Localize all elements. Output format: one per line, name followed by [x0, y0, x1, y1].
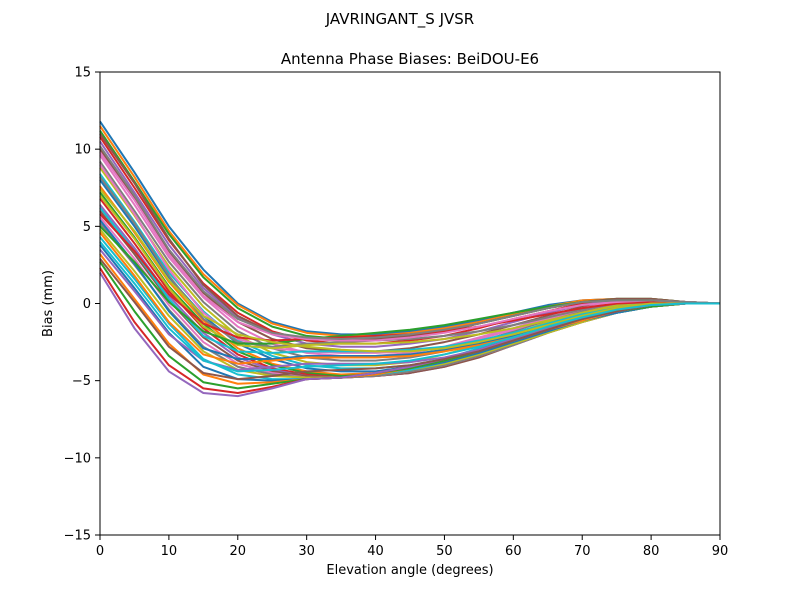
x-axis: 0 10 20 30 40 50 60 70 80 90	[96, 535, 728, 559]
x-tick-label: 20	[230, 544, 247, 559]
chart-suptitle: JAVRINGANT_S JVSR	[325, 10, 474, 29]
y-axis-label: Bias (mm)	[41, 270, 56, 337]
x-tick-label: 90	[712, 544, 729, 559]
series-line-38	[99, 145, 721, 340]
x-tick-label: 30	[298, 544, 315, 559]
y-tick-label: 0	[83, 297, 91, 312]
series-line-39	[99, 188, 720, 353]
x-tick-label: 40	[367, 544, 384, 559]
y-tick-label: −10	[64, 451, 91, 466]
y-tick-label: 5	[83, 220, 91, 235]
series-line-40	[99, 241, 720, 373]
series-line-36	[99, 258, 720, 381]
x-tick-label: 60	[505, 544, 522, 559]
x-tick-label: 0	[96, 544, 104, 559]
y-axis: −15 −10 −5 0 5 10 15	[64, 66, 100, 544]
series-line-29	[99, 194, 720, 350]
series-layer	[99, 120, 721, 398]
y-tick-label: 10	[74, 143, 91, 158]
y-tick-label: −5	[72, 374, 91, 389]
x-tick-label: 80	[643, 544, 660, 559]
x-tick-label: 10	[161, 544, 178, 559]
series-line-37	[99, 151, 721, 342]
x-tick-label: 50	[436, 544, 453, 559]
series-line-26	[99, 133, 721, 342]
y-tick-label: 15	[74, 66, 91, 81]
y-tick-label: −15	[64, 529, 91, 544]
x-tick-label: 70	[574, 544, 591, 559]
chart-title: Antenna Phase Biases: BeiDOU-E6	[281, 50, 539, 68]
x-axis-label: Elevation angle (degrees)	[326, 563, 493, 578]
